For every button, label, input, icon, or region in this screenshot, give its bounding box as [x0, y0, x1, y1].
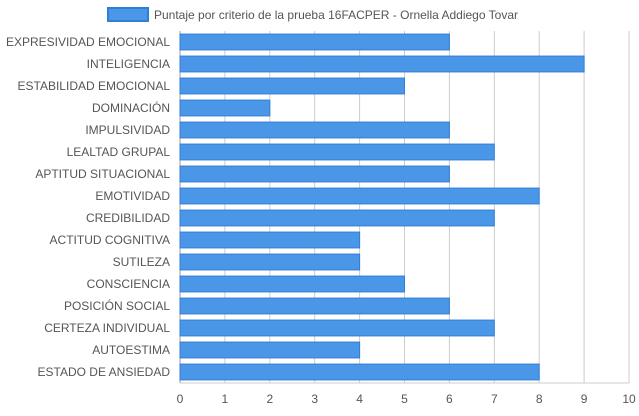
- y-tick-label: CREDIBILIDAD: [86, 211, 170, 225]
- y-tick-label: APTITUD SITUACIONAL: [35, 167, 170, 181]
- x-tick-label: 2: [266, 392, 273, 406]
- y-tick-label: ACTITUD COGNITIVA: [50, 233, 170, 247]
- bar[interactable]: [179, 187, 540, 205]
- legend-swatch: [107, 7, 149, 22]
- bar[interactable]: [179, 121, 450, 139]
- bar[interactable]: [179, 77, 405, 95]
- bar[interactable]: [179, 143, 495, 161]
- x-tick-label: 8: [536, 392, 543, 406]
- x-tick-label: 3: [311, 392, 318, 406]
- y-tick-label: SUTILEZA: [113, 255, 170, 269]
- legend-label: Puntaje por criterio de la prueba 16FACP…: [154, 8, 518, 22]
- y-tick-label: INTELIGENCIA: [87, 57, 170, 71]
- bar[interactable]: [179, 209, 495, 227]
- y-tick-label: LEALTAD GRUPAL: [67, 145, 171, 159]
- y-tick-label: EMOTIVIDAD: [95, 189, 170, 203]
- x-tick-label: 4: [356, 392, 363, 406]
- bar[interactable]: [179, 231, 361, 249]
- bar[interactable]: [179, 165, 450, 183]
- x-tick-label: 0: [177, 392, 184, 406]
- bar[interactable]: [179, 33, 450, 51]
- legend: Puntaje por criterio de la prueba 16FACP…: [107, 7, 518, 22]
- y-tick-label: AUTOESTIMA: [92, 343, 170, 357]
- y-tick-label: ESTABILIDAD EMOCIONAL: [18, 79, 171, 93]
- bar[interactable]: [179, 55, 585, 73]
- y-tick-label: DOMINACIÓN: [92, 100, 170, 115]
- bar[interactable]: [179, 253, 361, 271]
- x-tick-label: 6: [446, 392, 453, 406]
- bars: [179, 33, 585, 381]
- y-tick-label: CONSCIENCIA: [87, 277, 170, 291]
- bar[interactable]: [179, 319, 495, 337]
- x-tick-label: 10: [622, 392, 636, 406]
- bar[interactable]: [179, 99, 271, 117]
- bar[interactable]: [179, 297, 450, 315]
- y-tick-label: POSICIÓN SOCIAL: [64, 298, 170, 313]
- x-tick-label: 9: [581, 392, 588, 406]
- y-axis-labels: EXPRESIVIDAD EMOCIONAL INTELIGENCIA ESTABI…: [6, 35, 170, 379]
- bar[interactable]: [179, 341, 361, 359]
- bar[interactable]: [179, 275, 405, 293]
- bar[interactable]: [179, 363, 540, 381]
- x-tick-label: 5: [401, 392, 408, 406]
- x-tick-label: 1: [222, 392, 229, 406]
- y-tick-label: EXPRESIVIDAD EMOCIONAL: [6, 35, 170, 49]
- x-tick-label: 7: [491, 392, 498, 406]
- y-tick-label: CERTEZA INDIVIDUAL: [44, 321, 170, 335]
- y-tick-label: ESTADO DE ANSIEDAD: [38, 365, 171, 379]
- y-tick-label: IMPULSIVIDAD: [85, 123, 170, 137]
- x-axis-labels: 0 1 2 3 4 5 6 7 8 9 10: [177, 392, 636, 406]
